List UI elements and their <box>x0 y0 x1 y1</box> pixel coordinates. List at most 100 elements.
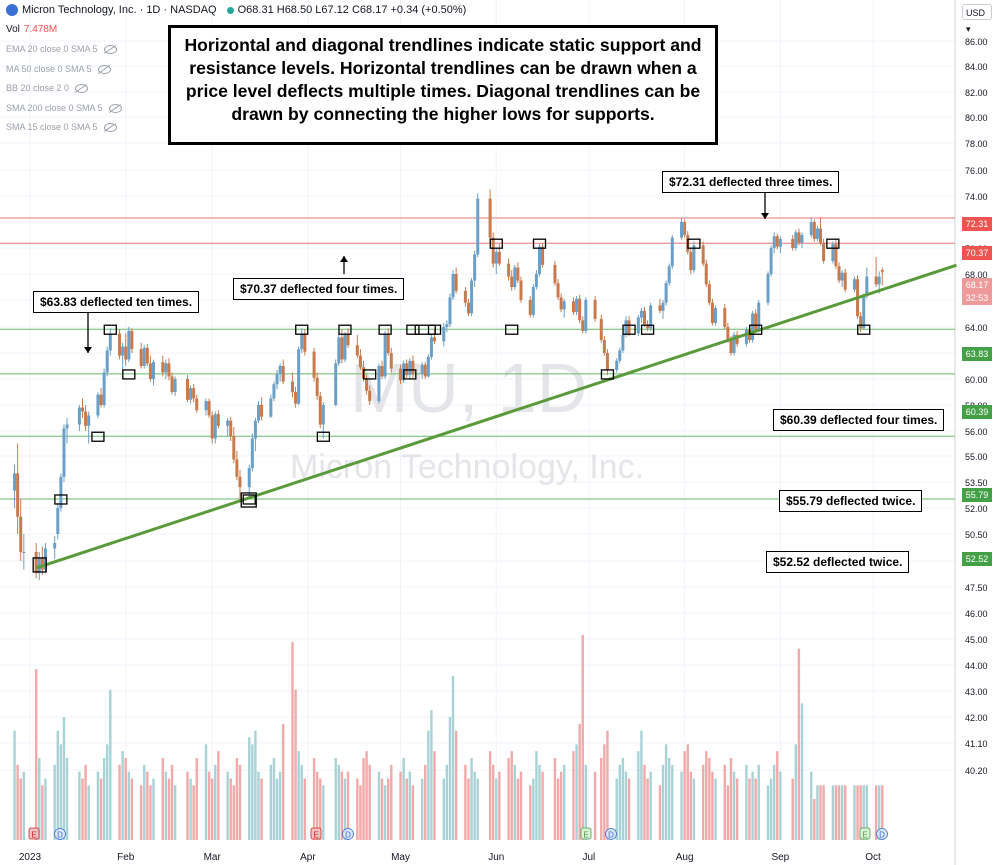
volume-bar <box>269 764 273 840</box>
volume-bar <box>495 778 498 840</box>
symbol-title[interactable]: Micron Technology, Inc. · 1D · NASDAQ <box>22 4 217 16</box>
candle-body <box>639 310 643 318</box>
market-status-icon <box>226 6 234 14</box>
candle-body <box>683 222 687 235</box>
volume-bar <box>81 778 84 840</box>
volume-bar <box>535 751 538 840</box>
volume-bar <box>519 771 523 840</box>
dividend-marker-icon[interactable]: D <box>876 828 888 840</box>
hidden-eye-icon[interactable] <box>103 45 117 55</box>
candle-body <box>862 296 866 329</box>
indicator-item[interactable]: EMA 20 close 0 SMA 5 <box>6 40 122 60</box>
candle-body <box>463 290 467 303</box>
volume-bar <box>44 778 47 840</box>
currency-selector[interactable]: USD ▾ <box>962 4 992 34</box>
volume-bar <box>254 730 257 840</box>
indicator-item[interactable]: SMA 200 close 0 SMA 5 <box>6 99 122 119</box>
candle-body <box>189 388 193 400</box>
deflection-box <box>295 324 309 335</box>
candle-body <box>714 308 718 323</box>
volume-bar <box>170 764 174 840</box>
indicator-item[interactable]: MA 50 close 0 SMA 5 <box>6 60 122 80</box>
candle-body <box>732 334 736 353</box>
volume-bar <box>408 771 412 840</box>
candle-body <box>510 276 514 287</box>
candle-body <box>62 428 66 477</box>
price-tag: 52.52 <box>962 552 992 566</box>
candle-body <box>380 366 384 377</box>
hidden-eye-icon[interactable] <box>75 84 89 94</box>
deflection-box <box>363 369 377 380</box>
candle-body <box>769 248 773 274</box>
candle-body <box>238 476 242 488</box>
volume-bar <box>96 771 100 840</box>
indicator-item[interactable]: BB 20 close 2 0 <box>6 79 122 99</box>
volume-bar <box>726 785 730 840</box>
candle-body <box>121 346 125 356</box>
volume-bar <box>319 778 322 840</box>
candle-body <box>751 313 755 340</box>
candle-body <box>578 298 582 321</box>
candle-body <box>772 236 776 248</box>
dividend-marker-icon[interactable]: D <box>54 828 66 840</box>
time-tick-label: Feb <box>117 852 135 863</box>
volume-bar <box>420 778 424 840</box>
candle-body <box>476 198 480 255</box>
volume-bar <box>575 744 578 840</box>
candle-body <box>207 401 211 416</box>
candle-body <box>232 436 236 460</box>
candle-body <box>37 557 41 574</box>
marker-letter: D <box>879 831 885 840</box>
volume-bar <box>772 764 776 840</box>
candle-body <box>108 333 112 351</box>
candle-body <box>34 552 38 574</box>
candle-body <box>491 237 495 264</box>
earnings-marker-icon[interactable]: E <box>859 827 871 840</box>
earnings-marker-icon[interactable]: E <box>310 827 322 840</box>
candle-body <box>744 329 748 344</box>
volume-bar <box>402 758 405 840</box>
candle-body <box>161 362 165 373</box>
candle-body <box>766 274 770 303</box>
candle-body <box>96 394 100 416</box>
candle-body <box>210 415 214 439</box>
candle-body <box>124 346 128 360</box>
marker-letter: E <box>583 831 588 840</box>
volume-bar <box>34 669 38 840</box>
dividend-marker-icon[interactable]: D <box>605 828 617 840</box>
candle-body <box>865 276 869 297</box>
indicator-item[interactable]: SMA 15 close 0 SMA 5 <box>6 118 122 138</box>
candle-body <box>337 337 341 364</box>
volume-bar <box>149 785 152 840</box>
marker-shape <box>28 827 40 840</box>
earnings-marker-icon[interactable]: E <box>28 827 40 840</box>
volume-bar <box>859 785 862 840</box>
candle-body <box>105 350 109 373</box>
volume-bar <box>865 785 869 840</box>
watermark-ticker: MU, 1D <box>350 349 587 427</box>
volume-bar <box>334 758 337 840</box>
hidden-eye-icon[interactable] <box>97 64 111 74</box>
candle-body <box>488 198 492 238</box>
callout-60-39: $60.39 deflected four times. <box>773 409 945 431</box>
hidden-eye-icon[interactable] <box>108 103 122 113</box>
volume-bar <box>640 730 643 840</box>
deflection-box <box>91 431 105 442</box>
hidden-eye-icon[interactable] <box>103 123 117 133</box>
candle-body <box>355 345 359 356</box>
volume-bar <box>411 785 415 840</box>
dividend-marker-icon[interactable]: D <box>342 828 354 840</box>
price-tick-label: 41.10 <box>965 739 988 749</box>
deflection-box <box>32 557 47 573</box>
time-tick-label: 2023 <box>19 852 42 863</box>
volume-bar <box>680 771 683 840</box>
earnings-marker-icon[interactable]: E <box>580 827 592 840</box>
candle-body <box>399 368 403 381</box>
price-tag: 68.17 <box>962 278 992 292</box>
candle-body <box>318 395 322 425</box>
volume-bar <box>624 771 628 840</box>
volume-bar <box>248 737 251 840</box>
candle-body <box>84 411 88 426</box>
price-tick-label: 43.00 <box>965 687 988 697</box>
